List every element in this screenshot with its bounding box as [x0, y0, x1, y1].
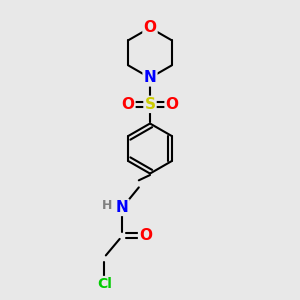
Text: Cl: Cl	[97, 277, 112, 291]
Text: N: N	[116, 200, 128, 215]
Text: O: O	[139, 228, 152, 243]
Text: S: S	[145, 97, 155, 112]
Text: O: O	[122, 97, 134, 112]
Text: N: N	[144, 70, 156, 86]
Text: O: O	[166, 97, 178, 112]
Text: O: O	[143, 20, 157, 35]
Text: H: H	[101, 199, 112, 212]
